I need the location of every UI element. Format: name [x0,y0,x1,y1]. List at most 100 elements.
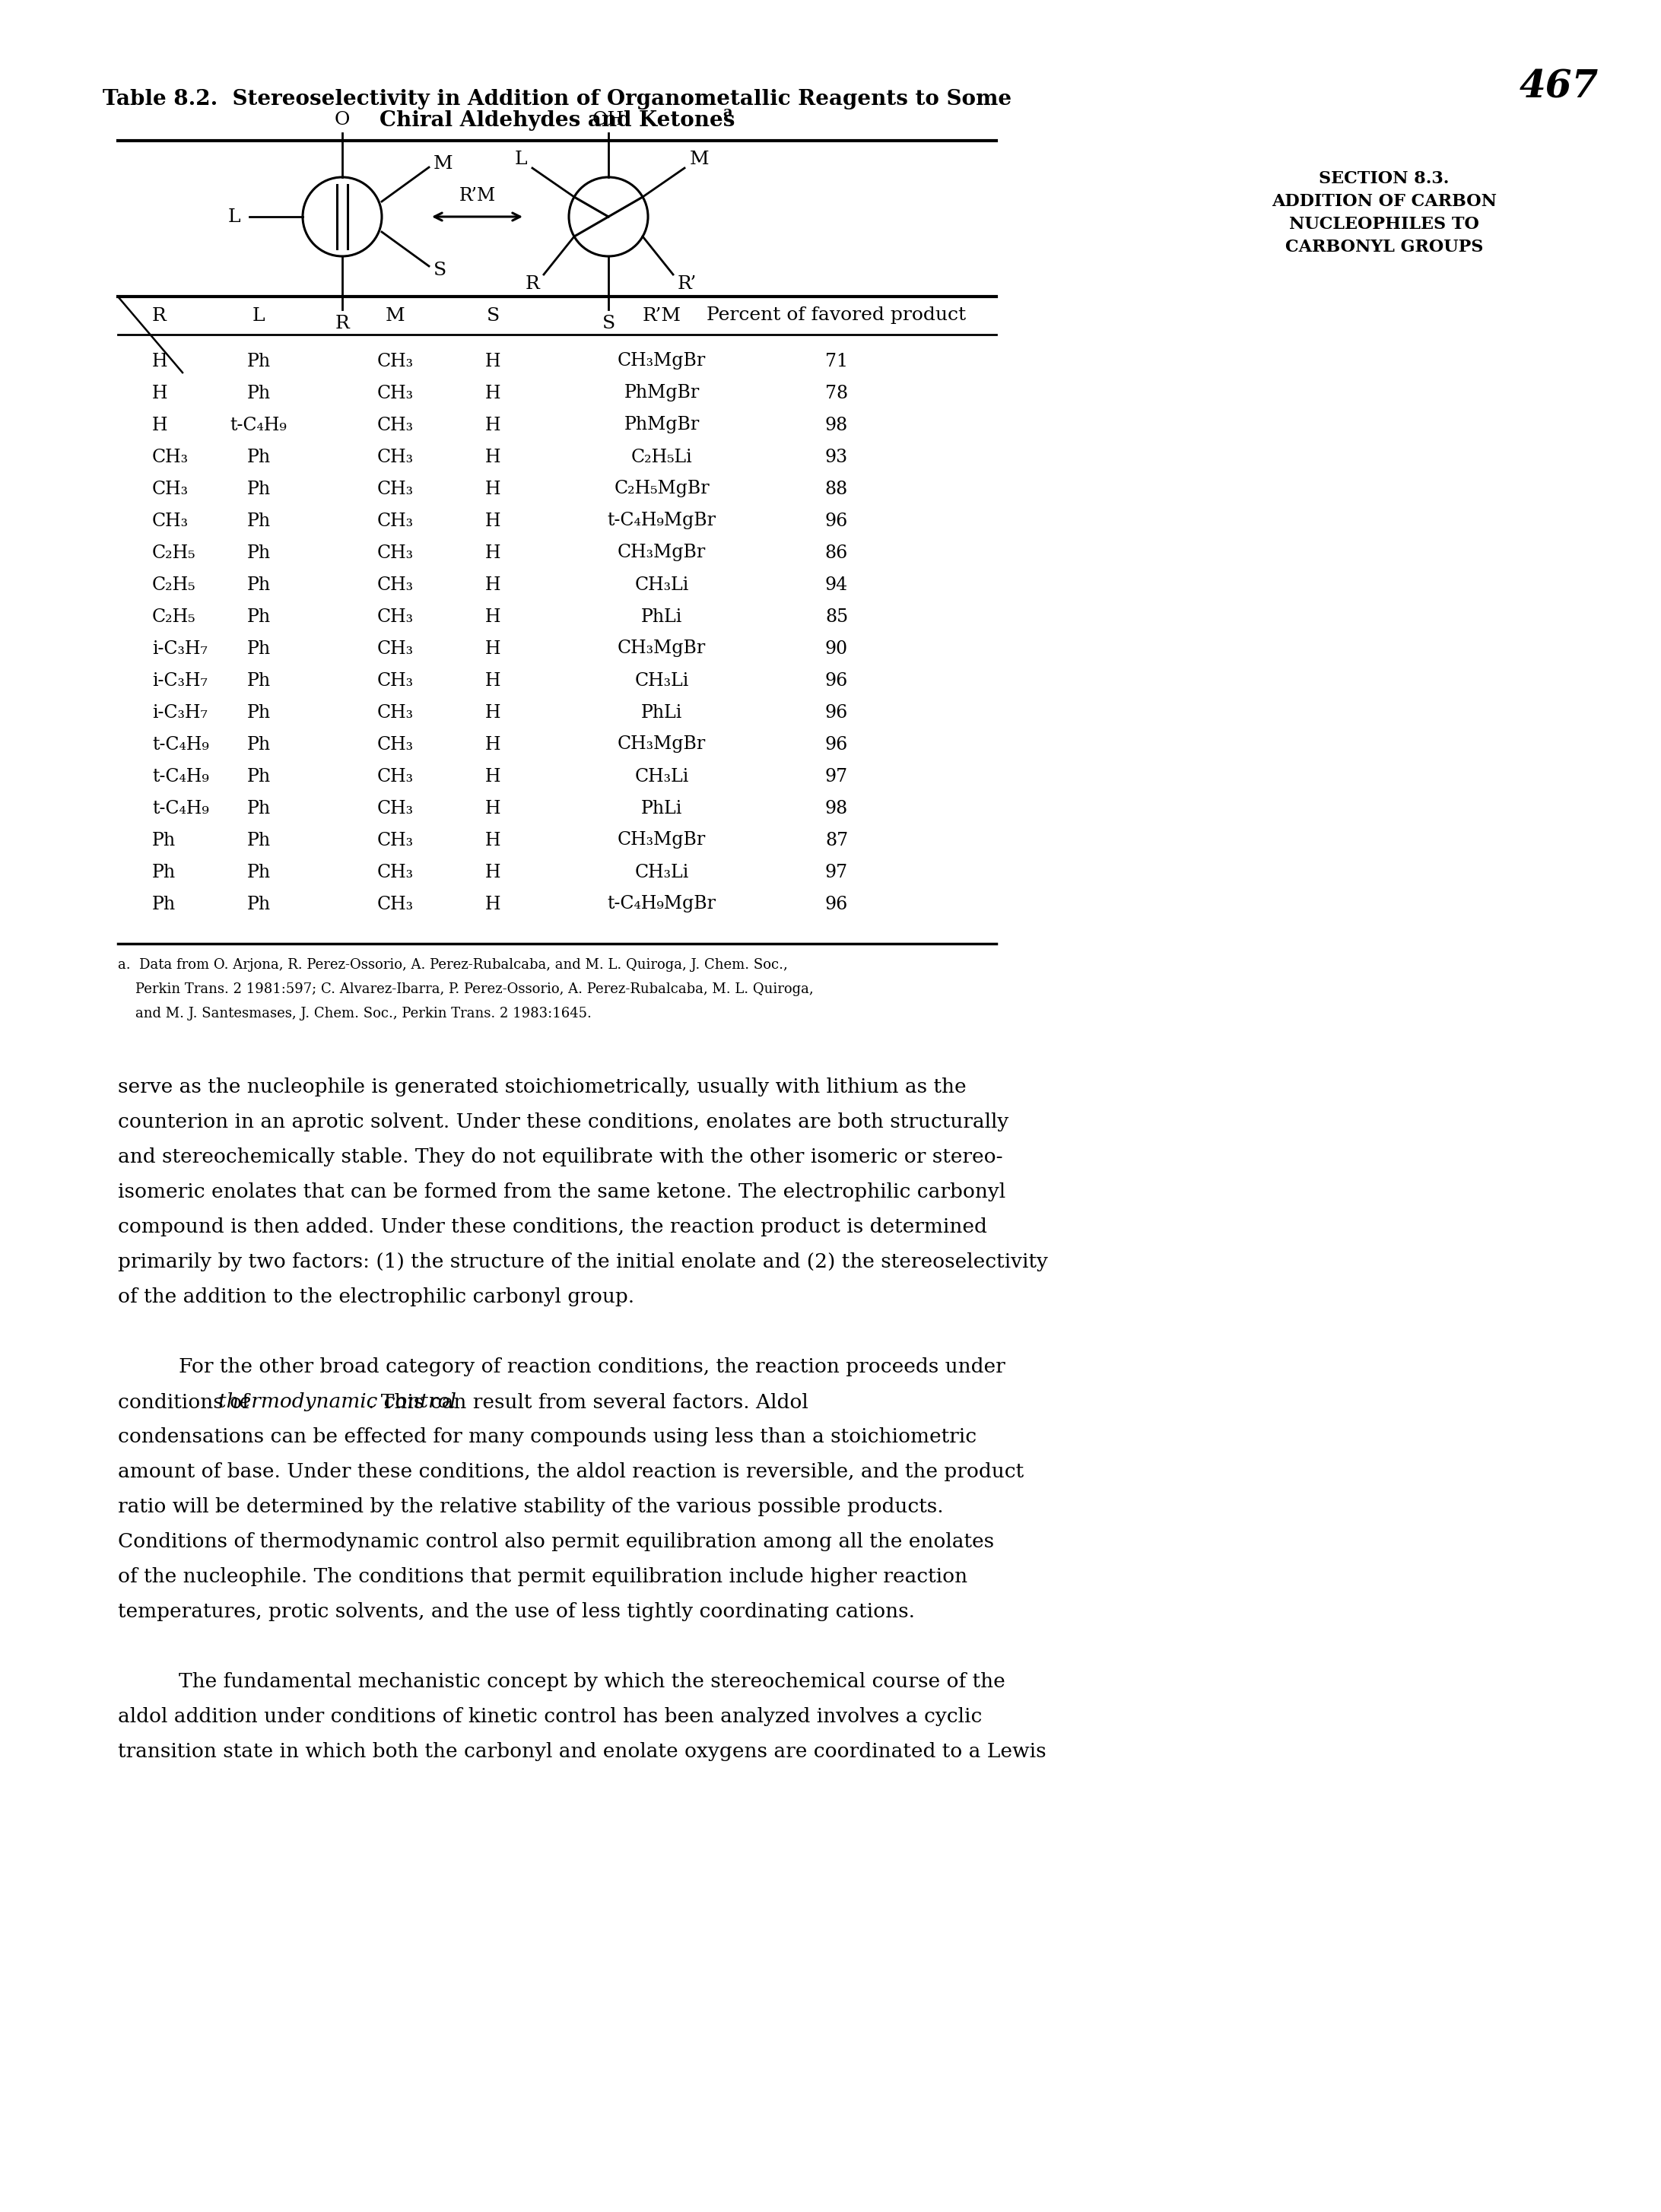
Text: Ph: Ph [247,703,271,721]
Text: Ph: Ph [247,449,271,467]
Text: primarily by two factors: (1) the structure of the initial enolate and (2) the s: primarily by two factors: (1) the struct… [118,1252,1048,1272]
Text: . This can result from several factors. Aldol: . This can result from several factors. … [369,1394,809,1411]
Text: conditions of: conditions of [118,1394,256,1411]
Text: Ph: Ph [247,575,271,593]
Text: L: L [252,307,264,325]
Text: 78: 78 [826,385,849,403]
Text: H: H [153,385,168,403]
Text: S: S [487,307,500,325]
Text: t-C₄H₉: t-C₄H₉ [153,737,209,752]
Text: CH₃MgBr: CH₃MgBr [618,639,706,657]
Text: temperatures, protic solvents, and the use of less tightly coordinating cations.: temperatures, protic solvents, and the u… [118,1601,915,1621]
Text: L: L [228,208,241,226]
Text: H: H [485,737,500,752]
Text: M: M [434,155,453,173]
Text: t-C₄H₉MgBr: t-C₄H₉MgBr [608,896,716,914]
Text: CH₃: CH₃ [153,449,189,467]
Text: PhLi: PhLi [641,703,683,721]
Text: 71: 71 [826,352,849,369]
Text: R: R [153,307,166,325]
Text: 96: 96 [826,672,849,690]
Text: ADDITION OF CARBON: ADDITION OF CARBON [1272,192,1497,210]
Text: CH₃MgBr: CH₃MgBr [618,352,706,369]
Text: CH₃: CH₃ [377,703,414,721]
Text: 96: 96 [826,737,849,752]
Text: H: H [485,799,500,816]
Text: CH₃: CH₃ [377,352,414,369]
Text: Ph: Ph [153,863,176,880]
Text: 98: 98 [826,416,849,434]
Text: H: H [485,513,500,529]
Text: transition state in which both the carbonyl and enolate oxygens are coordinated : transition state in which both the carbo… [118,1743,1046,1761]
Text: NUCLEOPHILES TO: NUCLEOPHILES TO [1289,217,1480,232]
Text: t-C₄H₉: t-C₄H₉ [153,768,209,785]
Text: C₂H₅: C₂H₅ [153,608,196,626]
Text: H: H [485,672,500,690]
Text: CH₃: CH₃ [377,737,414,752]
Text: H: H [485,896,500,914]
Text: H: H [485,575,500,593]
Text: Ph: Ph [247,544,271,562]
Text: and M. J. Santesmases, J. Chem. Soc., Perkin Trans. 2 1983:1645.: and M. J. Santesmases, J. Chem. Soc., Pe… [118,1006,591,1020]
Text: CH₃Li: CH₃Li [635,863,689,880]
Text: CH₃Li: CH₃Li [635,768,689,785]
Text: Ph: Ph [247,799,271,816]
Text: 86: 86 [826,544,849,562]
Text: CH₃: CH₃ [153,513,189,529]
Text: Ph: Ph [247,480,271,498]
Text: CARBONYL GROUPS: CARBONYL GROUPS [1286,239,1483,257]
Text: H: H [485,449,500,467]
Text: 90: 90 [826,639,849,657]
Text: a.  Data from O. Arjona, R. Perez-Ossorio, A. Perez-Rubalcaba, and M. L. Quiroga: a. Data from O. Arjona, R. Perez-Ossorio… [118,958,787,971]
Text: Perkin Trans. 2 1981:597; C. Alvarez-Ibarra, P. Perez-Ossorio, A. Perez-Rubalcab: Perkin Trans. 2 1981:597; C. Alvarez-Iba… [118,982,814,995]
Text: For the other broad category of reaction conditions, the reaction proceeds under: For the other broad category of reaction… [179,1358,1005,1376]
Text: H: H [485,768,500,785]
Text: CH₃: CH₃ [377,575,414,593]
Text: H: H [485,544,500,562]
Text: CH₃: CH₃ [377,896,414,914]
Text: Ph: Ph [247,672,271,690]
Text: Ph: Ph [247,863,271,880]
Text: t-C₄H₉MgBr: t-C₄H₉MgBr [608,513,716,529]
Text: Ph: Ph [247,513,271,529]
Text: CH₃: CH₃ [377,608,414,626]
Text: C₂H₅: C₂H₅ [153,575,196,593]
Text: Ph: Ph [247,737,271,752]
Text: 96: 96 [826,513,849,529]
Text: 87: 87 [826,832,849,849]
Text: of the nucleophile. The conditions that permit equilibration include higher reac: of the nucleophile. The conditions that … [118,1568,967,1586]
Text: CH₃: CH₃ [377,863,414,880]
Text: t-C₄H₉: t-C₄H₉ [231,416,287,434]
Text: 85: 85 [826,608,849,626]
Text: Ph: Ph [153,832,176,849]
Text: 94: 94 [826,575,849,593]
Text: 93: 93 [826,449,849,467]
Text: H: H [485,385,500,403]
Text: CH₃: CH₃ [377,768,414,785]
Text: Table 8.2.  Stereoselectivity in Addition of Organometallic Reagents to Some: Table 8.2. Stereoselectivity in Addition… [103,88,1012,108]
Text: CH₃: CH₃ [377,639,414,657]
Text: H: H [485,832,500,849]
Text: i-C₃H₇: i-C₃H₇ [153,639,208,657]
Text: S: S [601,314,615,332]
Text: CH₃Li: CH₃Li [635,672,689,690]
Text: counterion in an aprotic solvent. Under these conditions, enolates are both stru: counterion in an aprotic solvent. Under … [118,1113,1008,1133]
Text: serve as the nucleophile is generated stoichiometrically, usually with lithium a: serve as the nucleophile is generated st… [118,1077,967,1097]
Text: L: L [515,150,527,168]
Text: amount of base. Under these conditions, the aldol reaction is reversible, and th: amount of base. Under these conditions, … [118,1462,1023,1482]
Text: CH₃: CH₃ [377,799,414,816]
Text: and stereochemically stable. They do not equilibrate with the other isomeric or : and stereochemically stable. They do not… [118,1148,1003,1168]
Text: R’: R’ [678,274,698,292]
Text: PhMgBr: PhMgBr [625,385,699,403]
Text: Ph: Ph [153,896,176,914]
Text: thermodynamic control: thermodynamic control [218,1394,455,1411]
Text: ratio will be determined by the relative stability of the various possible produ: ratio will be determined by the relative… [118,1498,943,1517]
Text: Chiral Aldehydes and Ketones: Chiral Aldehydes and Ketones [379,111,734,131]
Text: H: H [485,608,500,626]
Text: PhMgBr: PhMgBr [625,416,699,434]
Text: C₂H₅: C₂H₅ [153,544,196,562]
Text: Ph: Ph [247,896,271,914]
Text: 467: 467 [1520,69,1600,106]
Text: Ph: Ph [247,832,271,849]
Text: M: M [689,150,709,168]
